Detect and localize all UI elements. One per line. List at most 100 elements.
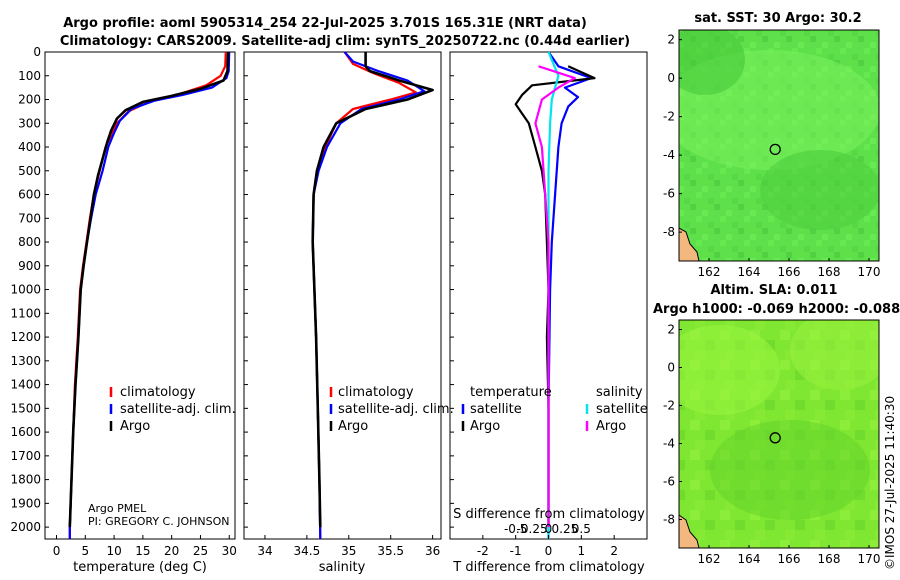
top-tick-label: 0.25 [552, 522, 579, 536]
legend-t-argo-label: Argo [470, 419, 500, 434]
series-line-satellite-adj-clim- [68, 51, 231, 539]
map-x-tick-label: 170 [858, 552, 881, 566]
y-tick-label: 1200 [10, 330, 41, 344]
y-tick-label: 1800 [10, 473, 41, 487]
x-tick-label: 15 [135, 544, 150, 558]
y-tick-label: 300 [18, 116, 41, 130]
title-line-2: Climatology: CARS2009. Satellite-adj cli… [60, 34, 630, 49]
y-tick-label: 1700 [10, 449, 41, 463]
x-tick-label: 20 [164, 544, 179, 558]
map-x-tick-label: 170 [858, 265, 881, 279]
legend-argo-label: Argo [120, 419, 150, 434]
x-tick-label: -2 [477, 544, 489, 558]
x-tick-label: 35 [341, 544, 356, 558]
temperature-legend: climatology satellite-adj. clim. Argo [109, 385, 236, 434]
map-y-tick-label: 0 [667, 361, 675, 375]
difference-top-axis-label: S difference from climatology [453, 507, 645, 522]
sla-map-axes: 162 164 166 168 170 2 0 -2 -4 -6 -8 [663, 323, 880, 567]
depth-axis: 0 100 200 300 400 500 600 700 800 900 1000 1100 1200… [10, 45, 454, 534]
y-tick-label: 1300 [10, 354, 41, 368]
x-tick-label: 2 [610, 544, 618, 558]
map-y-tick-label: -8 [663, 513, 675, 527]
sst-map-title: sat. SST: 30 Argo: 30.2 [694, 11, 861, 26]
y-tick-label: 200 [18, 93, 41, 107]
map-x-tick-label: 162 [698, 552, 721, 566]
legend-salinity-title: salinity [596, 385, 643, 400]
sla-map-subtitle: Argo h1000: -0.069 h2000: -0.088 [653, 302, 900, 317]
x-tick-label: 34 [257, 544, 272, 558]
map-y-tick-label: -4 [663, 437, 675, 451]
legend-s-argo-label: Argo [596, 419, 626, 434]
y-tick-label: 2000 [10, 520, 41, 534]
x-tick-label: 36 [425, 544, 440, 558]
top-tick-label: 0.5 [572, 522, 591, 536]
map-y-tick-label: -6 [663, 187, 675, 201]
y-tick-label: 1000 [10, 283, 41, 297]
sst-map-field [679, 30, 879, 261]
map-x-tick-label: 164 [738, 265, 761, 279]
y-tick-label: 1100 [10, 306, 41, 320]
legend-s-satellite-label: satellite [596, 402, 648, 417]
y-tick-label: 1500 [10, 401, 41, 415]
legend-satellite-adj-label: satellite-adj. clim. [338, 402, 454, 417]
y-tick-label: 400 [18, 140, 41, 154]
legend-temperature-title: temperature [470, 385, 552, 400]
y-tick-label: 1400 [10, 378, 41, 392]
series-line-argo [311, 52, 434, 528]
map-y-tick-label: -4 [663, 148, 675, 162]
y-tick-label: 100 [18, 69, 41, 83]
legend-climatology-label: climatology [338, 385, 414, 400]
salinity-series-group [311, 51, 434, 540]
x-tick-label: -1 [510, 544, 522, 558]
difference-x-label: T difference from climatology [452, 560, 645, 575]
y-tick-label: 900 [18, 259, 41, 273]
sla-map-frame [678, 319, 880, 549]
legend-t-satellite-label: satellite [470, 402, 522, 417]
legend-climatology-label: climatology [120, 385, 196, 400]
x-tick-label: 1 [578, 544, 586, 558]
title-line-1: Argo profile: aoml 5905314_254 22-Jul-20… [63, 16, 587, 31]
map-y-tick-label: 2 [667, 33, 675, 47]
map-y-tick-label: 2 [667, 323, 675, 337]
y-tick-label: 0 [33, 45, 41, 59]
annotation-argo-pmel: Argo PMEL [88, 502, 147, 515]
series-line-s-satellite [547, 51, 560, 539]
map-x-tick-label: 168 [818, 552, 841, 566]
y-tick-label: 1600 [10, 425, 41, 439]
x-tick-label: 0 [545, 544, 553, 558]
map-x-tick-label: 166 [778, 552, 801, 566]
temperature-series-group [68, 51, 231, 539]
annotation-pi-name: PI: GREGORY C. JOHNSON [88, 515, 229, 528]
x-tick-label: 35.5 [377, 544, 404, 558]
x-tick-label: 5 [81, 544, 89, 558]
sst-map-axes: 162 164 166 168 170 2 0 -2 -4 -6 -8 [663, 33, 880, 279]
series-line-t-satellite [547, 51, 593, 539]
x-tick-label: 34.5 [294, 544, 321, 558]
x-tick-label: 0 [53, 544, 61, 558]
map-x-tick-label: 164 [738, 552, 761, 566]
map-y-tick-label: -6 [663, 475, 675, 489]
salinity-panel-frame [243, 51, 442, 540]
y-tick-label: 700 [18, 211, 41, 225]
top-tick-label: 0 [545, 522, 553, 536]
series-line-climatology [311, 51, 417, 540]
difference-x-axis: -2 -1 0 1 2 [477, 535, 618, 558]
legend-satellite-adj-label: satellite-adj. clim. [120, 402, 236, 417]
top-tick-label: -0.5 [504, 522, 527, 536]
y-tick-label: 1900 [10, 496, 41, 510]
temperature-x-axis: 0 5 10 15 20 25 30 [53, 535, 237, 558]
y-tick-label: 800 [18, 235, 41, 249]
series-line-argo [68, 51, 230, 528]
sla-argo-location-marker [769, 432, 781, 444]
series-line-satellite-adj-clim- [311, 51, 426, 540]
difference-legend: temperature salinity satellite Argo sate… [461, 385, 648, 434]
series-line-climatology [68, 51, 227, 539]
temperature-panel-frame [44, 51, 236, 540]
imos-credit: ©IMOS 27-Jul-2025 11:40:30 [883, 396, 897, 570]
y-tick-label: 500 [18, 164, 41, 178]
salinity-legend: climatology satellite-adj. clim. Argo [329, 385, 454, 434]
salinity-x-label: salinity [319, 560, 366, 575]
y-tick-label: 600 [18, 188, 41, 202]
difference-top-axis: -0.5-0.250 0.250.5 [504, 522, 591, 536]
